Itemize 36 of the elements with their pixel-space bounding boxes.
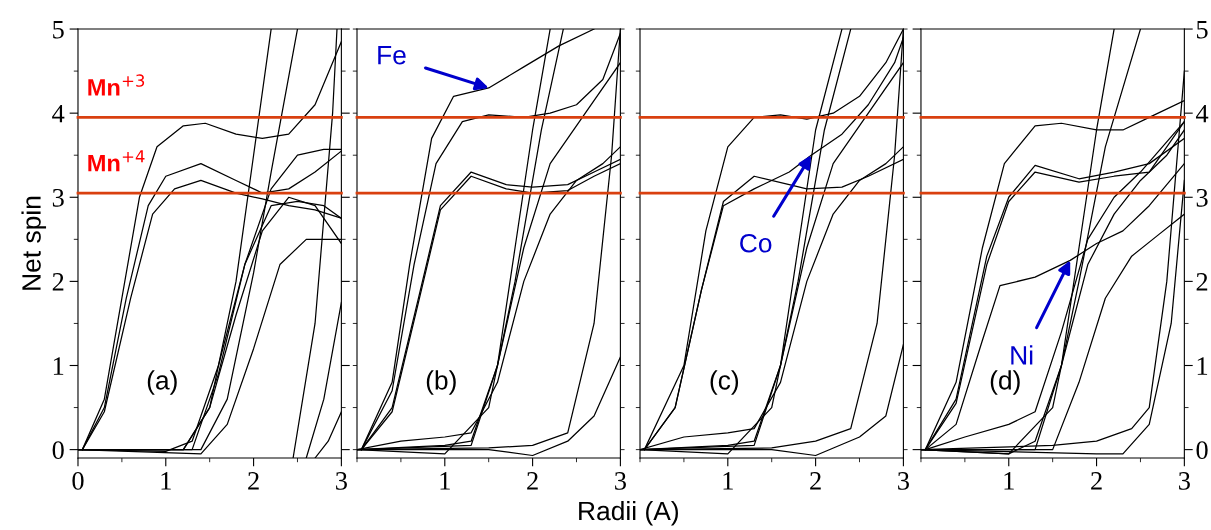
x-tick-label: 2 [248, 472, 259, 490]
y-tick-label: 4 [52, 104, 65, 123]
x-tick-label: 3 [336, 472, 347, 490]
ref-line-label: Mn$^{+3}$ [88, 74, 145, 96]
x-tick-label: 1 [723, 472, 733, 490]
y-tick-label: 0 [52, 441, 64, 460]
annotation: (a) [147, 370, 177, 395]
annotation: Fe [378, 46, 406, 65]
y-tick-label: 3 [52, 188, 64, 207]
annotation: Co [740, 233, 772, 253]
x-tick-label: 3 [1179, 472, 1190, 490]
x-tick-label: 2 [527, 472, 538, 490]
y-tick-label: 3 [1196, 188, 1208, 207]
x-tick-label: 2 [810, 472, 821, 490]
x-tick-label: 1 [440, 472, 450, 490]
x-tick-label: 3 [615, 472, 626, 490]
x-axis-title: Radii (A) [579, 500, 678, 526]
y-tick-label: 0 [1196, 441, 1208, 460]
x-tick-label: 3 [898, 472, 909, 490]
y-tick-label: 1 [53, 357, 64, 375]
x-tick-label: 1 [161, 472, 171, 490]
annotation: (b) [426, 370, 456, 395]
y-tick-label: 2 [52, 273, 64, 291]
y-tick-label: 2 [1196, 273, 1208, 291]
y-tick-label: 5 [53, 20, 64, 39]
y-tick-label: 5 [1197, 20, 1208, 39]
y-tick-label: 4 [1195, 104, 1209, 123]
x-tick-label: 1 [1004, 472, 1014, 490]
y-tick-label: 1 [1197, 357, 1208, 375]
y-axis-title: Net spin [21, 196, 47, 290]
annotation: Ni [1011, 345, 1033, 365]
annotation: (c) [710, 370, 739, 395]
x-tick-label: 2 [1091, 472, 1102, 490]
annotation: (d) [990, 370, 1020, 395]
x-tick-label: 0 [72, 471, 84, 490]
ref-line-label: Mn$^{+4}$ [88, 150, 145, 172]
